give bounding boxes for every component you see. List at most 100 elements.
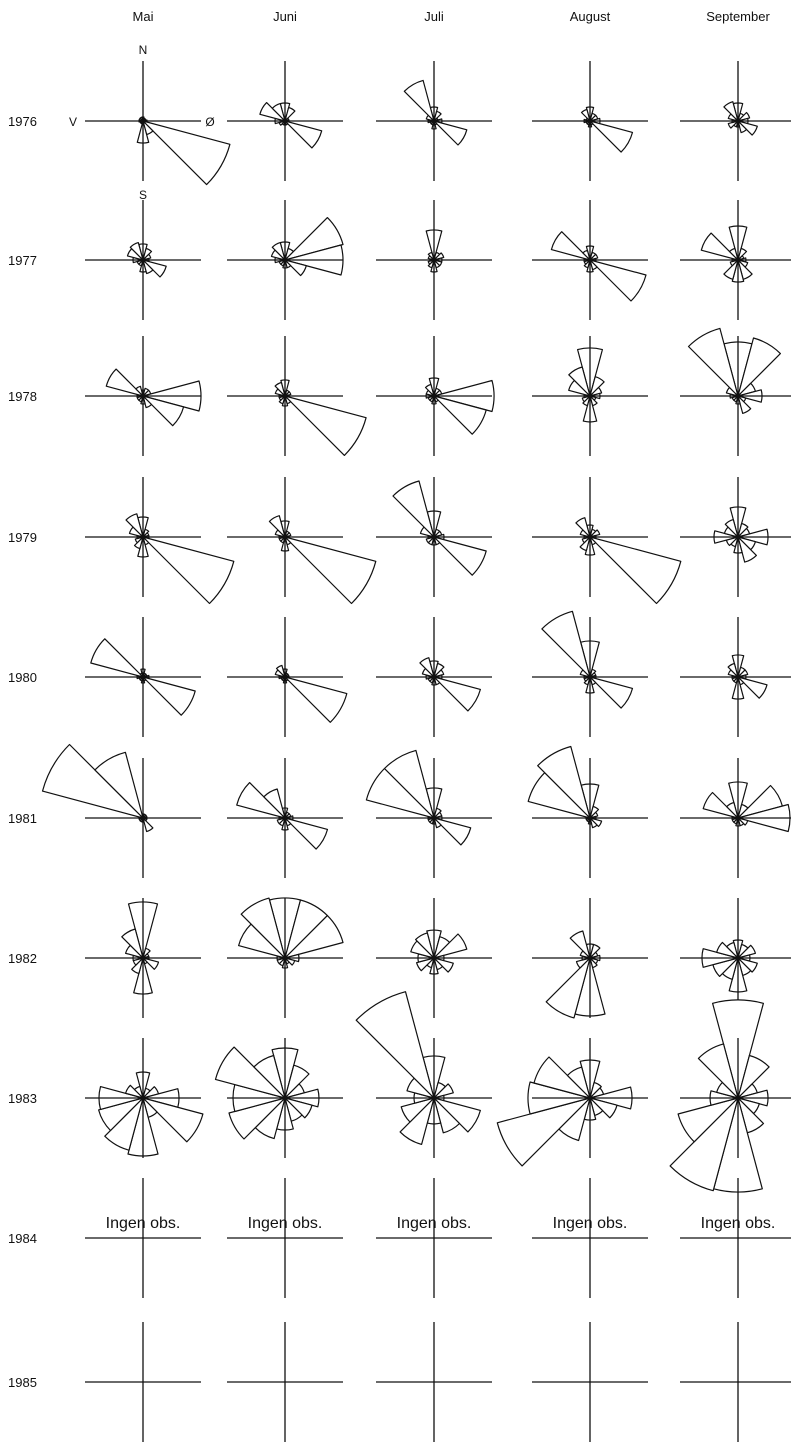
petal-1977-juni-330: [271, 242, 286, 261]
petal-1978-august-60: [589, 386, 603, 397]
rose-1977-juli: [376, 200, 492, 320]
petal-1978-september-330: [687, 327, 739, 397]
rose-1983-august: [496, 1038, 648, 1167]
petal-1977-juli-60: [433, 252, 445, 261]
petal-1979-september-150: [737, 536, 757, 563]
petal-1981-mai-330: [94, 751, 144, 819]
rose-1983-juli: [355, 991, 492, 1158]
year-label-1984: 1984: [8, 1231, 37, 1246]
petal-1976-september-60: [737, 111, 751, 122]
petal-1980-juli-30: [433, 662, 445, 678]
petal-1978-juli-330: [424, 383, 435, 397]
petal-1979-september-30: [737, 522, 749, 538]
petal-1981-september-330: [726, 801, 739, 819]
rose-hub: [431, 674, 437, 680]
petal-1981-juli-120: [433, 817, 472, 846]
petal-1979-august-60: [589, 529, 601, 538]
month-header-3: August: [570, 9, 611, 24]
rose-1980-juli: [376, 617, 492, 737]
no-observation-label: Ingen obs.: [553, 1215, 628, 1232]
petal-1977-mai-150: [142, 259, 154, 275]
petal-1983-juni-300: [214, 1046, 286, 1099]
rose-1985-juli: [376, 1322, 492, 1442]
rose-1978-juni: [227, 336, 367, 456]
petal-1979-juni-330: [268, 515, 286, 538]
petal-1983-august-300: [533, 1056, 591, 1099]
rose-1985-juni: [227, 1322, 343, 1442]
labels-layer: Mai Juni Juli August September 1976 1977 1978 19…: [8, 9, 770, 1390]
rose-1984-juli: Ingen obs.: [376, 1178, 492, 1298]
petal-1983-august-30: [589, 1081, 602, 1099]
petal-1983-august-120: [589, 1097, 618, 1119]
compass-label-south: S: [139, 188, 147, 202]
petal-1983-juni-240: [228, 1097, 286, 1140]
petal-1976-juni-300: [259, 102, 286, 122]
rose-hub: [140, 1095, 146, 1101]
rose-hub: [140, 815, 146, 821]
petal-1978-mai-330: [135, 385, 144, 397]
petal-1982-august-330: [569, 930, 591, 959]
petal-1983-juli-150: [433, 1097, 461, 1134]
rose-1976-juni: [227, 61, 343, 181]
rose-1978-juli: [376, 336, 495, 456]
year-label-1978: 1978: [8, 389, 37, 404]
petal-1981-august-150: [589, 817, 598, 829]
petal-1982-juni-60: [284, 915, 344, 959]
petal-1982-september-330: [726, 941, 739, 959]
petal-1982-september-60: [737, 944, 756, 959]
petal-1981-juni-120: [284, 817, 329, 850]
petal-1982-mai-210: [131, 957, 144, 975]
rose-1979-juli: [376, 477, 492, 597]
rose-1981-august: [527, 745, 648, 878]
petal-1979-juli-120: [433, 536, 487, 576]
rose-1985-september: [680, 1322, 791, 1442]
rose-1983-september: [669, 999, 791, 1193]
petal-1978-juli-120: [433, 395, 487, 435]
compass-label-east: Ø: [205, 115, 214, 129]
petal-1982-juli-330: [415, 932, 435, 959]
petal-1980-september-60: [737, 669, 749, 678]
compass-label-west: V: [69, 115, 77, 129]
roses-layer: Ingen obs. Ingen obs. Ingen obs. Ingen obs.…: [41, 61, 791, 1442]
rose-hub: [735, 955, 741, 961]
rose-hub: [431, 118, 437, 124]
no-observation-label: Ingen obs.: [701, 1215, 776, 1232]
rose-1977-september: [680, 200, 791, 320]
petal-1976-juni-30: [284, 106, 296, 122]
rose-hub: [140, 534, 146, 540]
petal-1979-august-330: [575, 517, 591, 538]
rose-1984-august: Ingen obs.: [532, 1178, 648, 1298]
rose-1985-mai: [85, 1322, 201, 1442]
petal-1978-juni-330: [274, 381, 286, 397]
rose-hub: [735, 674, 741, 680]
petal-1978-mai-300: [105, 368, 144, 397]
year-label-1983: 1983: [8, 1091, 37, 1106]
no-observation-label: Ingen obs.: [106, 1215, 181, 1232]
rose-1976-august: [532, 61, 648, 181]
petal-1980-august-120: [589, 676, 634, 709]
petal-1982-mai-330: [121, 928, 144, 959]
petal-1983-juli-240: [400, 1097, 435, 1123]
petal-1980-mai-120: [142, 676, 196, 716]
petal-1982-september-120: [737, 957, 758, 973]
rose-1978-august: [532, 336, 648, 456]
rose-1976-mai: [85, 61, 231, 186]
petal-1982-september-300: [716, 941, 739, 959]
petal-1978-mai-150: [142, 395, 153, 409]
rose-1980-juni: [227, 617, 348, 737]
petal-1983-september-330: [697, 1043, 739, 1099]
petal-1976-september-330: [723, 101, 739, 122]
petal-1983-mai-330: [133, 1085, 144, 1099]
rose-hub: [587, 955, 593, 961]
petal-1982-august-240: [575, 957, 591, 969]
rose-1982-mai: [85, 898, 201, 1018]
rose-hub: [282, 118, 288, 124]
month-header-2: Juli: [424, 9, 444, 24]
year-label-1980: 1980: [8, 670, 37, 685]
petal-1983-mai-120: [142, 1097, 204, 1143]
rose-hub: [282, 674, 288, 680]
rose-hub: [587, 1095, 593, 1101]
rose-hub: [431, 257, 437, 263]
petal-1981-juli-150: [433, 817, 442, 829]
